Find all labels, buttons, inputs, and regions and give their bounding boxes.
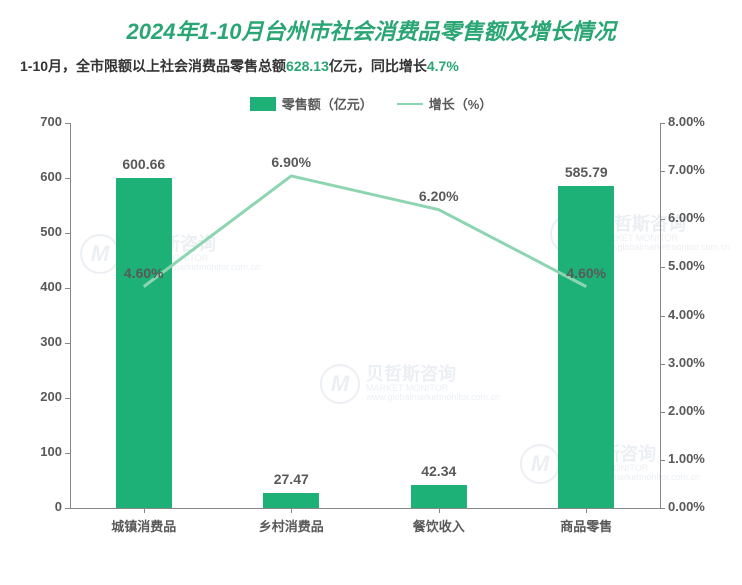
line-value-label: 6.20% [419,188,459,204]
line-value-label: 6.90% [271,154,311,170]
y-right-tick [660,460,665,461]
line-series [70,123,660,508]
x-tick [586,508,587,513]
line-value-label: 4.60% [124,265,164,281]
y-right-tick-label: 7.00% [668,162,705,177]
legend-item-line: 增长（%） [397,94,493,113]
chart-subtitle: 1-10月，全市限额以上社会消费品零售总额628.13亿元，同比增长4.7% [20,56,722,76]
y-right-tick [660,364,665,365]
y-left-axis-line [70,123,71,508]
y-right-tick [660,171,665,172]
legend-swatch-bar [250,97,276,111]
bar-value-label: 585.79 [565,164,608,180]
x-category-label: 餐饮收入 [413,516,465,535]
subtitle-value-1: 628.13 [286,58,329,74]
y-left-tick [65,123,70,124]
x-category-label: 乡村消费品 [259,516,324,535]
y-right-tick-label: 8.00% [668,114,705,129]
x-tick [144,508,145,513]
y-left-tick [65,343,70,344]
legend-label-line: 增长（%） [429,94,493,113]
y-right-tick-label: 1.00% [668,451,705,466]
y-left-tick-label: 300 [20,334,62,349]
x-category-label: 商品零售 [560,516,612,535]
bar-value-label: 600.66 [122,156,165,172]
y-left-tick [65,398,70,399]
y-right-tick-label: 2.00% [668,403,705,418]
y-right-tick-label: 3.00% [668,355,705,370]
y-left-tick [65,508,70,509]
y-right-tick [660,316,665,317]
y-left-tick [65,288,70,289]
chart-title: 2024年1-10月台州市社会消费品零售额及增长情况 [20,14,722,46]
y-right-tick [660,219,665,220]
y-left-tick [65,178,70,179]
x-tick [439,508,440,513]
legend: 零售额（亿元） 增长（%） [20,94,722,113]
y-left-tick-label: 100 [20,444,62,459]
y-left-tick-label: 500 [20,224,62,239]
line-value-label: 4.60% [566,265,606,281]
plot-inner [70,123,660,508]
chart-container: M 贝哲斯咨询MARKET MONITORwww.globalmarketmon… [0,0,742,585]
y-right-tick [660,412,665,413]
y-left-tick-label: 400 [20,279,62,294]
subtitle-prefix: 1-10月，全市限额以上社会消费品零售总额 [20,58,286,74]
y-right-tick-label: 0.00% [668,499,705,514]
bar-value-label: 42.34 [421,463,456,479]
y-left-tick [65,233,70,234]
y-left-tick [65,453,70,454]
subtitle-value-2: 4.7% [427,58,459,74]
y-left-tick-label: 0 [20,499,62,514]
y-left-tick-label: 700 [20,114,62,129]
y-right-tick [660,123,665,124]
y-left-tick-label: 600 [20,169,62,184]
y-right-tick [660,508,665,509]
y-left-tick-label: 200 [20,389,62,404]
legend-label-bar: 零售额（亿元） [282,94,373,113]
y-right-tick-label: 5.00% [668,258,705,273]
bar-value-label: 27.47 [274,471,309,487]
x-axis-line [70,508,660,509]
x-category-label: 城镇消费品 [111,516,176,535]
y-right-tick [660,267,665,268]
y-right-tick-label: 6.00% [668,210,705,225]
plot-area: 01002003004005006007000.00%1.00%2.00%3.0… [20,123,720,548]
x-tick [291,508,292,513]
subtitle-mid: 亿元，同比增长 [329,58,427,74]
legend-item-bar: 零售额（亿元） [250,94,373,113]
legend-swatch-line [397,103,423,105]
y-right-tick-label: 4.00% [668,307,705,322]
